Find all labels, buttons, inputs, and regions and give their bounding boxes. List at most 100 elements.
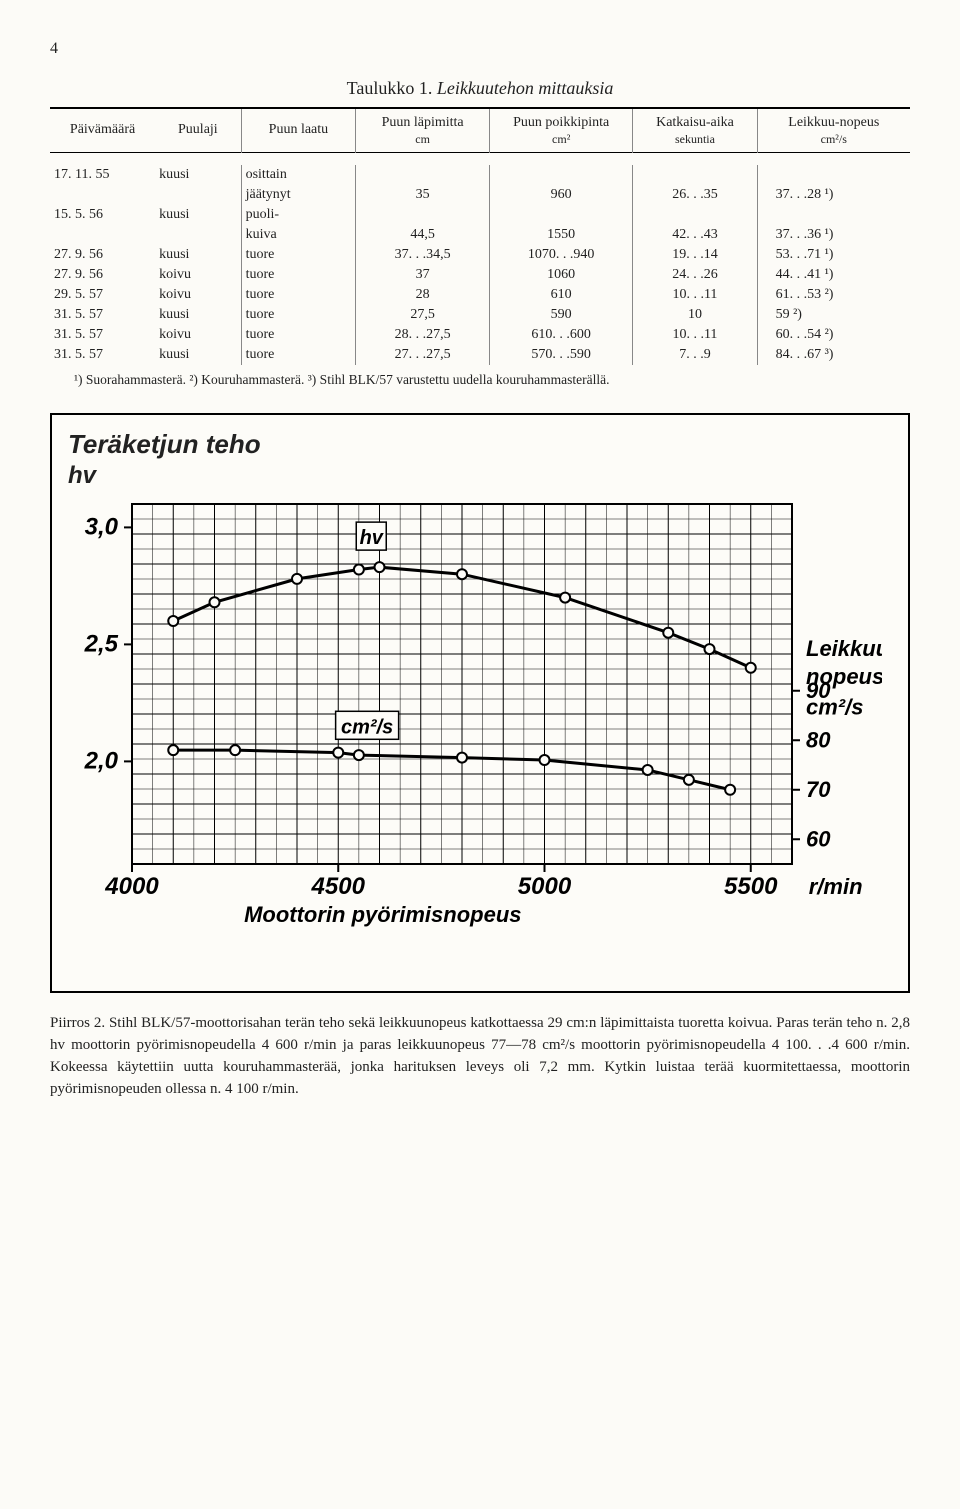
table-cell: 19. . .14 bbox=[633, 245, 757, 265]
table-cell: tuore bbox=[241, 285, 356, 305]
svg-text:cm²/s: cm²/s bbox=[806, 695, 863, 720]
table-cell: 29. 5. 57 bbox=[50, 285, 155, 305]
table-cell: kuusi bbox=[155, 245, 241, 265]
table-row: kuiva44,5155042. . .4337. . .36 ¹) bbox=[50, 225, 910, 245]
table-cell: 17. 11. 55 bbox=[50, 165, 155, 185]
table-cell bbox=[155, 185, 241, 205]
page-number: 4 bbox=[50, 40, 910, 58]
svg-text:cm²/s: cm²/s bbox=[341, 717, 393, 739]
data-table: Päivämäärä Puulaji Puun laatu Puun läpim… bbox=[50, 107, 910, 365]
table-row: 31. 5. 57kuusituore27. . .27,5570. . .59… bbox=[50, 345, 910, 365]
table-body: 17. 11. 55kuusiosittainjäätynyt3596026. … bbox=[50, 153, 910, 366]
table-cell: kuusi bbox=[155, 345, 241, 365]
th-speed: Leikkuu-nopeuscm²/s bbox=[757, 108, 910, 153]
table-cell: 1550 bbox=[490, 225, 633, 245]
chart-heading: Teräketjun teho bbox=[68, 429, 898, 460]
table-cell: jäätynyt bbox=[241, 185, 356, 205]
table-cell: kuusi bbox=[155, 205, 241, 225]
table-cell: 59 ²) bbox=[757, 305, 910, 325]
table-cell: tuore bbox=[241, 245, 356, 265]
svg-text:Leikkuu-: Leikkuu- bbox=[806, 637, 882, 662]
table-cell bbox=[633, 205, 757, 225]
chart-container: Teräketjun teho hv 3,02,52,090807060Leik… bbox=[50, 413, 910, 993]
svg-text:Moottorin pyörimisnopeus: Moottorin pyörimisnopeus bbox=[244, 902, 521, 927]
table-cell: 7. . .9 bbox=[633, 345, 757, 365]
table-cell: 27,5 bbox=[356, 305, 490, 325]
table-cell: 61. . .53 ²) bbox=[757, 285, 910, 305]
table-cell bbox=[155, 225, 241, 245]
svg-text:5000: 5000 bbox=[518, 873, 572, 900]
table-cell: 53. . .71 ¹) bbox=[757, 245, 910, 265]
table-cell: 27. 9. 56 bbox=[50, 265, 155, 285]
table-cell bbox=[50, 225, 155, 245]
table-footnotes: ¹) Suorahammasterä. ²) Kouruhammasterä. … bbox=[50, 371, 910, 389]
table-cell: 15. 5. 56 bbox=[50, 205, 155, 225]
svg-text:3,0: 3,0 bbox=[85, 514, 119, 541]
table-cell: 24. . .26 bbox=[633, 265, 757, 285]
table-cell: 28. . .27,5 bbox=[356, 325, 490, 345]
table-cell: puoli- bbox=[241, 205, 356, 225]
svg-text:2,5: 2,5 bbox=[84, 631, 119, 658]
table-cell: kuusi bbox=[155, 305, 241, 325]
table-cell: 10 bbox=[633, 305, 757, 325]
table-cell: 570. . .590 bbox=[490, 345, 633, 365]
table-cell: 1070. . .940 bbox=[490, 245, 633, 265]
table-cell: 610. . .600 bbox=[490, 325, 633, 345]
table-cell: 590 bbox=[490, 305, 633, 325]
table-cell: 31. 5. 57 bbox=[50, 345, 155, 365]
table-cell: 44,5 bbox=[356, 225, 490, 245]
table-cell: 37 bbox=[356, 265, 490, 285]
table-row: 31. 5. 57koivutuore28. . .27,5610. . .60… bbox=[50, 325, 910, 345]
svg-text:nopeus: nopeus bbox=[806, 665, 882, 690]
table-row: 29. 5. 57koivutuore2861010. . .1161. . .… bbox=[50, 285, 910, 305]
table-cell: koivu bbox=[155, 265, 241, 285]
table-row: jäätynyt3596026. . .3537. . .28 ¹) bbox=[50, 185, 910, 205]
table-cell: koivu bbox=[155, 285, 241, 305]
table-cell bbox=[490, 205, 633, 225]
table-cell: 1060 bbox=[490, 265, 633, 285]
svg-text:4000: 4000 bbox=[104, 873, 159, 900]
table-cell: osittain bbox=[241, 165, 356, 185]
th-date: Päivämäärä bbox=[50, 108, 155, 153]
table-row: 27. 9. 56kuusituore37. . .34,51070. . .9… bbox=[50, 245, 910, 265]
table-row: 31. 5. 57kuusituore27,55901059 ²) bbox=[50, 305, 910, 325]
table-number: Taulukko 1. bbox=[347, 78, 433, 98]
th-quality: Puun laatu bbox=[241, 108, 356, 153]
table-cell: 27. . .27,5 bbox=[356, 345, 490, 365]
table-cell: tuore bbox=[241, 325, 356, 345]
table-cell: 35 bbox=[356, 185, 490, 205]
table-cell: 10. . .11 bbox=[633, 325, 757, 345]
chart-sub: hv bbox=[68, 462, 898, 490]
table-cell: 960 bbox=[490, 185, 633, 205]
th-species: Puulaji bbox=[155, 108, 241, 153]
table-cell: 37. . .28 ¹) bbox=[757, 185, 910, 205]
table-title: Taulukko 1. Leikkuutehon mittauksia bbox=[50, 78, 910, 99]
table-cell: 84. . .67 ³) bbox=[757, 345, 910, 365]
table-cell: 28 bbox=[356, 285, 490, 305]
th-crosssection: Puun poikkipintacm² bbox=[490, 108, 633, 153]
th-time: Katkaisu-aikasekuntia bbox=[633, 108, 757, 153]
svg-text:70: 70 bbox=[806, 777, 831, 802]
table-cell: tuore bbox=[241, 265, 356, 285]
th-diameter: Puun läpimittacm bbox=[356, 108, 490, 153]
table-cell: 42. . .43 bbox=[633, 225, 757, 245]
table-row: 27. 9. 56koivutuore37106024. . .2644. . … bbox=[50, 265, 910, 285]
table-cell: tuore bbox=[241, 305, 356, 325]
svg-text:60: 60 bbox=[806, 827, 831, 852]
table-row: 15. 5. 56kuusipuoli- bbox=[50, 205, 910, 225]
table-cell: tuore bbox=[241, 345, 356, 365]
table-cell: 10. . .11 bbox=[633, 285, 757, 305]
svg-text:4500: 4500 bbox=[311, 873, 366, 900]
svg-text:r/min: r/min bbox=[809, 874, 863, 899]
svg-text:2,0: 2,0 bbox=[84, 748, 119, 775]
table-cell bbox=[757, 165, 910, 185]
table-row: 17. 11. 55kuusiosittain bbox=[50, 165, 910, 185]
chart-svg: 3,02,52,090807060Leikkuu-nopeuscm²/s4000… bbox=[62, 496, 882, 976]
table-cell: kuiva bbox=[241, 225, 356, 245]
table-cell: koivu bbox=[155, 325, 241, 345]
table-cell bbox=[633, 165, 757, 185]
figure-caption: Piirros 2. Stihl BLK/57-moottorisahan te… bbox=[50, 1013, 910, 1100]
table-cell bbox=[50, 185, 155, 205]
table-cell bbox=[356, 205, 490, 225]
svg-text:5500: 5500 bbox=[724, 873, 778, 900]
